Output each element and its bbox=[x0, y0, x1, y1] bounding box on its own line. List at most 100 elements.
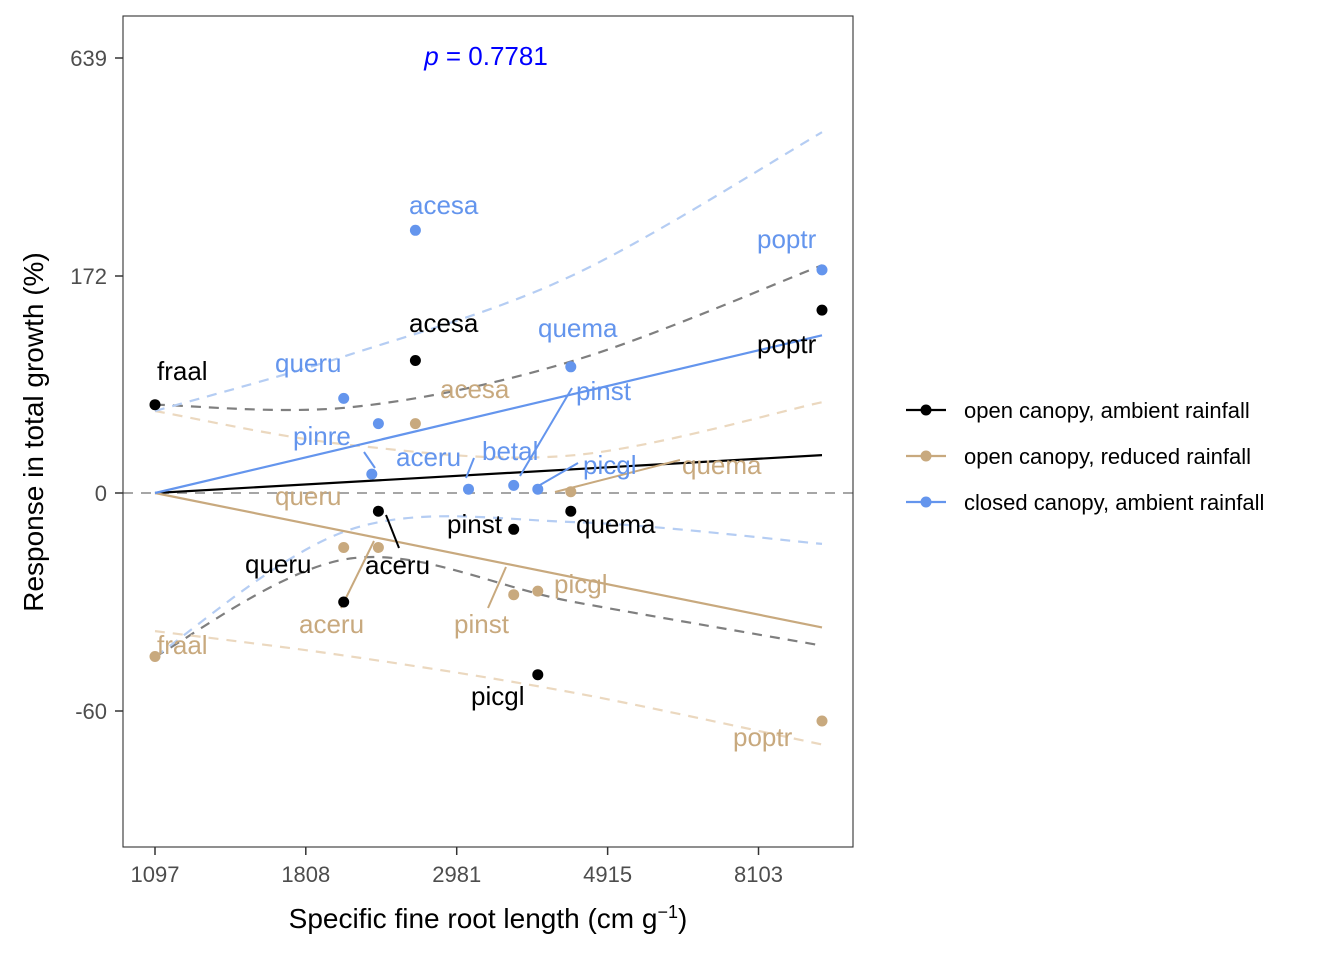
point-closed-ambient-acesa bbox=[409, 224, 421, 236]
legend-item-open-reduced: open canopy, reduced rainfall bbox=[906, 444, 1251, 469]
leader-line-0 bbox=[385, 514, 400, 549]
band-upper-closed-ambient bbox=[154, 131, 823, 413]
fit-lines bbox=[154, 334, 823, 629]
label-closed-ambient-acesa: acesa bbox=[409, 190, 479, 220]
data-points bbox=[149, 224, 828, 727]
point-open-ambient-quema bbox=[565, 505, 577, 517]
fit-line-open-ambient bbox=[154, 454, 823, 495]
label-open-ambient-picgl: picgl bbox=[471, 681, 524, 711]
legend-key-point bbox=[920, 450, 932, 462]
label-closed-ambient-picgl: picgl bbox=[583, 450, 636, 480]
label-open-reduced-acesa: acesa bbox=[440, 374, 510, 404]
legend-label: open canopy, reduced rainfall bbox=[964, 444, 1251, 469]
label-open-reduced-picgl: picgl bbox=[554, 569, 607, 599]
band-lower-closed-ambient bbox=[154, 515, 823, 658]
p-value-annotation: p = 0.7781 bbox=[423, 41, 548, 71]
point-closed-ambient-picgl bbox=[532, 483, 544, 495]
y-tick-label-172: 172 bbox=[70, 264, 107, 289]
x-tick-label-2981: 2981 bbox=[432, 862, 481, 887]
point-labels: fraal queru aceru acesa pinst picgl quema poptr… bbox=[157, 190, 817, 752]
label-closed-ambient-quema: quema bbox=[538, 313, 618, 343]
legend-item-closed-ambient: closed canopy, ambient rainfall bbox=[906, 490, 1264, 515]
point-open-ambient-fraal bbox=[149, 399, 161, 411]
point-closed-ambient-quema bbox=[565, 361, 577, 373]
point-open-reduced-fraal bbox=[149, 651, 161, 662]
label-open-ambient-acesa: acesa bbox=[409, 308, 479, 338]
fit-line-closed-ambient bbox=[154, 334, 823, 495]
point-closed-ambient-queru bbox=[338, 392, 350, 404]
point-open-reduced-acesa bbox=[409, 418, 421, 430]
label-open-reduced-pinst: pinst bbox=[454, 609, 510, 639]
legend-label: closed canopy, ambient rainfall bbox=[964, 490, 1264, 515]
leader-line-3 bbox=[554, 459, 681, 493]
point-closed-ambient-betal bbox=[508, 479, 520, 491]
point-closed-ambient-aceru bbox=[463, 483, 474, 495]
label-closed-ambient-betal: betal bbox=[482, 436, 538, 466]
x-tick-label-8103: 8103 bbox=[734, 862, 783, 887]
point-open-ambient-queru bbox=[338, 596, 350, 608]
x-axis-title-main: Specific fine root length (cm g bbox=[289, 903, 658, 934]
label-open-ambient-aceru: aceru bbox=[365, 550, 430, 580]
band-upper-open-ambient bbox=[154, 264, 823, 412]
point-open-ambient-pinst bbox=[508, 523, 520, 535]
point-open-reduced-quema bbox=[565, 486, 577, 498]
label-open-reduced-aceru: aceru bbox=[299, 609, 364, 639]
p-symbol: p bbox=[423, 41, 438, 71]
label-closed-ambient-pinre: pinre bbox=[293, 421, 351, 451]
fit-line-open-reduced bbox=[154, 491, 823, 629]
band-lower-open-ambient bbox=[154, 555, 823, 658]
plot-panel-border bbox=[122, 15, 854, 848]
x-axis-title: Specific fine root length (cm g−1) bbox=[289, 902, 688, 934]
label-open-reduced-fraal: fraal bbox=[157, 630, 208, 660]
axes: 1097 1808 2981 4915 8103 639 172 0 -60 bbox=[70, 46, 783, 887]
point-open-ambient-acesa bbox=[409, 355, 421, 366]
band-upper-open-reduced bbox=[154, 401, 823, 459]
point-open-ambient-poptr bbox=[816, 304, 828, 316]
x-tick-label-4915: 4915 bbox=[583, 862, 632, 887]
x-axis-title-superscript: −1 bbox=[657, 902, 678, 922]
leader-line-6 bbox=[519, 387, 573, 477]
point-open-reduced-pinst bbox=[508, 589, 520, 601]
legend-key-point bbox=[920, 404, 932, 416]
label-closed-ambient-pinst: pinst bbox=[576, 376, 632, 406]
point-open-reduced-poptr bbox=[816, 715, 828, 727]
point-open-ambient-picgl bbox=[532, 669, 544, 681]
label-open-reduced-quema: quema bbox=[682, 450, 762, 480]
point-closed-ambient-pinre bbox=[366, 468, 378, 480]
label-open-reduced-poptr: poptr bbox=[733, 722, 793, 752]
leader-line-2 bbox=[487, 566, 507, 609]
leader-line-1 bbox=[340, 540, 375, 609]
label-open-ambient-quema: quema bbox=[576, 509, 656, 539]
x-tick-label-1808: 1808 bbox=[281, 862, 330, 887]
label-closed-ambient-aceru: aceru bbox=[396, 442, 461, 472]
point-closed-ambient-pinst-upper bbox=[372, 418, 384, 430]
p-value: = 0.7781 bbox=[439, 41, 548, 71]
leader-line-5 bbox=[465, 457, 475, 479]
point-open-ambient-aceru bbox=[372, 505, 384, 517]
leader-line-7 bbox=[539, 462, 579, 486]
y-tick-label-639: 639 bbox=[70, 46, 107, 71]
x-axis-title-close: ) bbox=[678, 903, 687, 934]
point-closed-ambient-poptr bbox=[816, 264, 828, 276]
y-tick-label-0: 0 bbox=[95, 481, 107, 506]
x-tick-label-1097: 1097 bbox=[131, 862, 180, 887]
legend-item-open-ambient: open canopy, ambient rainfall bbox=[906, 398, 1250, 423]
label-open-ambient-poptr: poptr bbox=[757, 329, 817, 359]
label-open-ambient-pinst: pinst bbox=[447, 509, 503, 539]
label-open-ambient-fraal: fraal bbox=[157, 356, 208, 386]
legend-key-point bbox=[920, 496, 932, 508]
label-open-ambient-queru: queru bbox=[245, 549, 312, 579]
band-lower-open-reduced bbox=[154, 630, 823, 746]
y-tick-label--60: -60 bbox=[75, 699, 107, 724]
leader-line-4 bbox=[363, 451, 376, 469]
legend: open canopy, ambient rainfall open canopy… bbox=[906, 398, 1264, 515]
label-closed-ambient-poptr: poptr bbox=[757, 224, 817, 254]
point-open-reduced-picgl bbox=[532, 585, 544, 597]
point-open-reduced-queru bbox=[338, 542, 350, 553]
point-open-reduced-aceru bbox=[372, 542, 384, 553]
legend-label: open canopy, ambient rainfall bbox=[964, 398, 1250, 423]
y-axis-title: Response in total growth (%) bbox=[18, 252, 49, 612]
